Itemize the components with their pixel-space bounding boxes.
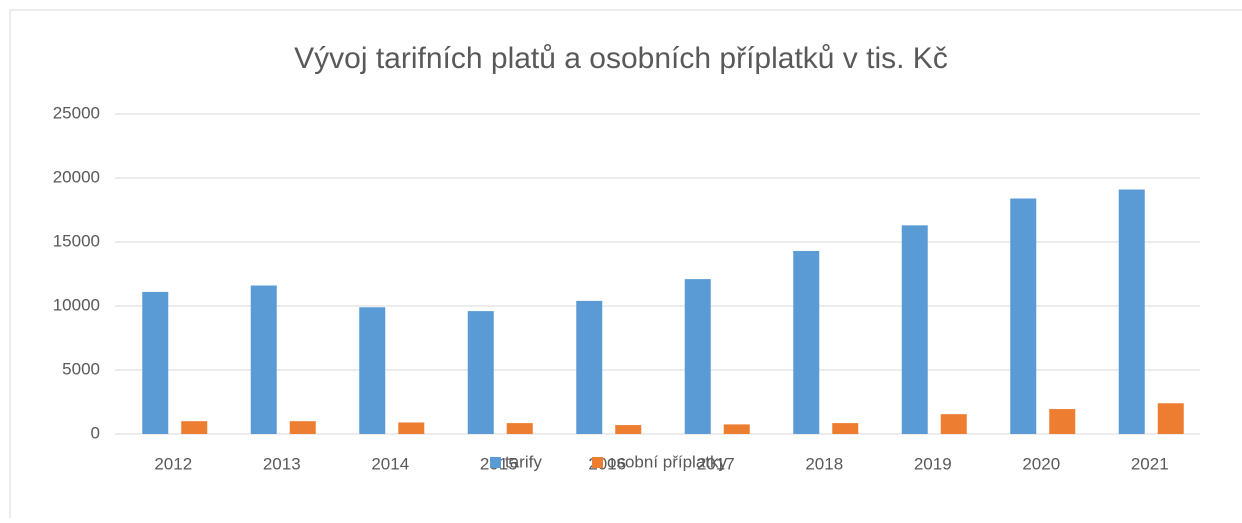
bar bbox=[940, 414, 967, 434]
bar bbox=[1049, 409, 1076, 434]
y-tick-label: 5000 bbox=[62, 359, 100, 378]
bar bbox=[467, 311, 494, 434]
bar bbox=[289, 421, 316, 434]
x-tick-label: 2014 bbox=[371, 454, 409, 473]
chart-title: Vývoj tarifních platů a osobních příplat… bbox=[294, 42, 948, 75]
legend-label: tarify bbox=[505, 452, 542, 471]
bar bbox=[1118, 189, 1145, 434]
x-tick-label: 2012 bbox=[154, 454, 192, 473]
x-tick-label: 2013 bbox=[263, 454, 301, 473]
y-tick-label: 10000 bbox=[53, 295, 100, 314]
x-tick-label: 2017 bbox=[697, 454, 735, 473]
bar bbox=[359, 307, 386, 434]
bar bbox=[723, 424, 750, 434]
bar bbox=[615, 425, 642, 434]
bar bbox=[576, 300, 603, 434]
y-tick-label: 25000 bbox=[53, 103, 100, 122]
x-tick-label: 2019 bbox=[914, 454, 952, 473]
bar bbox=[398, 422, 425, 434]
y-tick-label: 15000 bbox=[53, 231, 100, 250]
bar bbox=[793, 250, 820, 434]
bar bbox=[506, 423, 533, 434]
x-tick-label: 2020 bbox=[1022, 454, 1060, 473]
bar bbox=[1157, 403, 1184, 434]
bar bbox=[1010, 198, 1037, 434]
x-tick-label: 2021 bbox=[1131, 454, 1169, 473]
bar bbox=[181, 421, 208, 434]
bar bbox=[684, 279, 711, 434]
bar bbox=[250, 285, 277, 434]
legend-label: osobní příplatky bbox=[607, 452, 728, 471]
legend-swatch bbox=[490, 457, 501, 468]
y-tick-label: 0 bbox=[91, 423, 100, 442]
legend-swatch bbox=[592, 457, 603, 468]
bar bbox=[832, 423, 859, 434]
bar bbox=[142, 291, 169, 434]
y-tick-label: 20000 bbox=[53, 167, 100, 186]
bar bbox=[901, 225, 928, 434]
chart-frame bbox=[9, 9, 1242, 523]
x-tick-label: 2018 bbox=[805, 454, 843, 473]
